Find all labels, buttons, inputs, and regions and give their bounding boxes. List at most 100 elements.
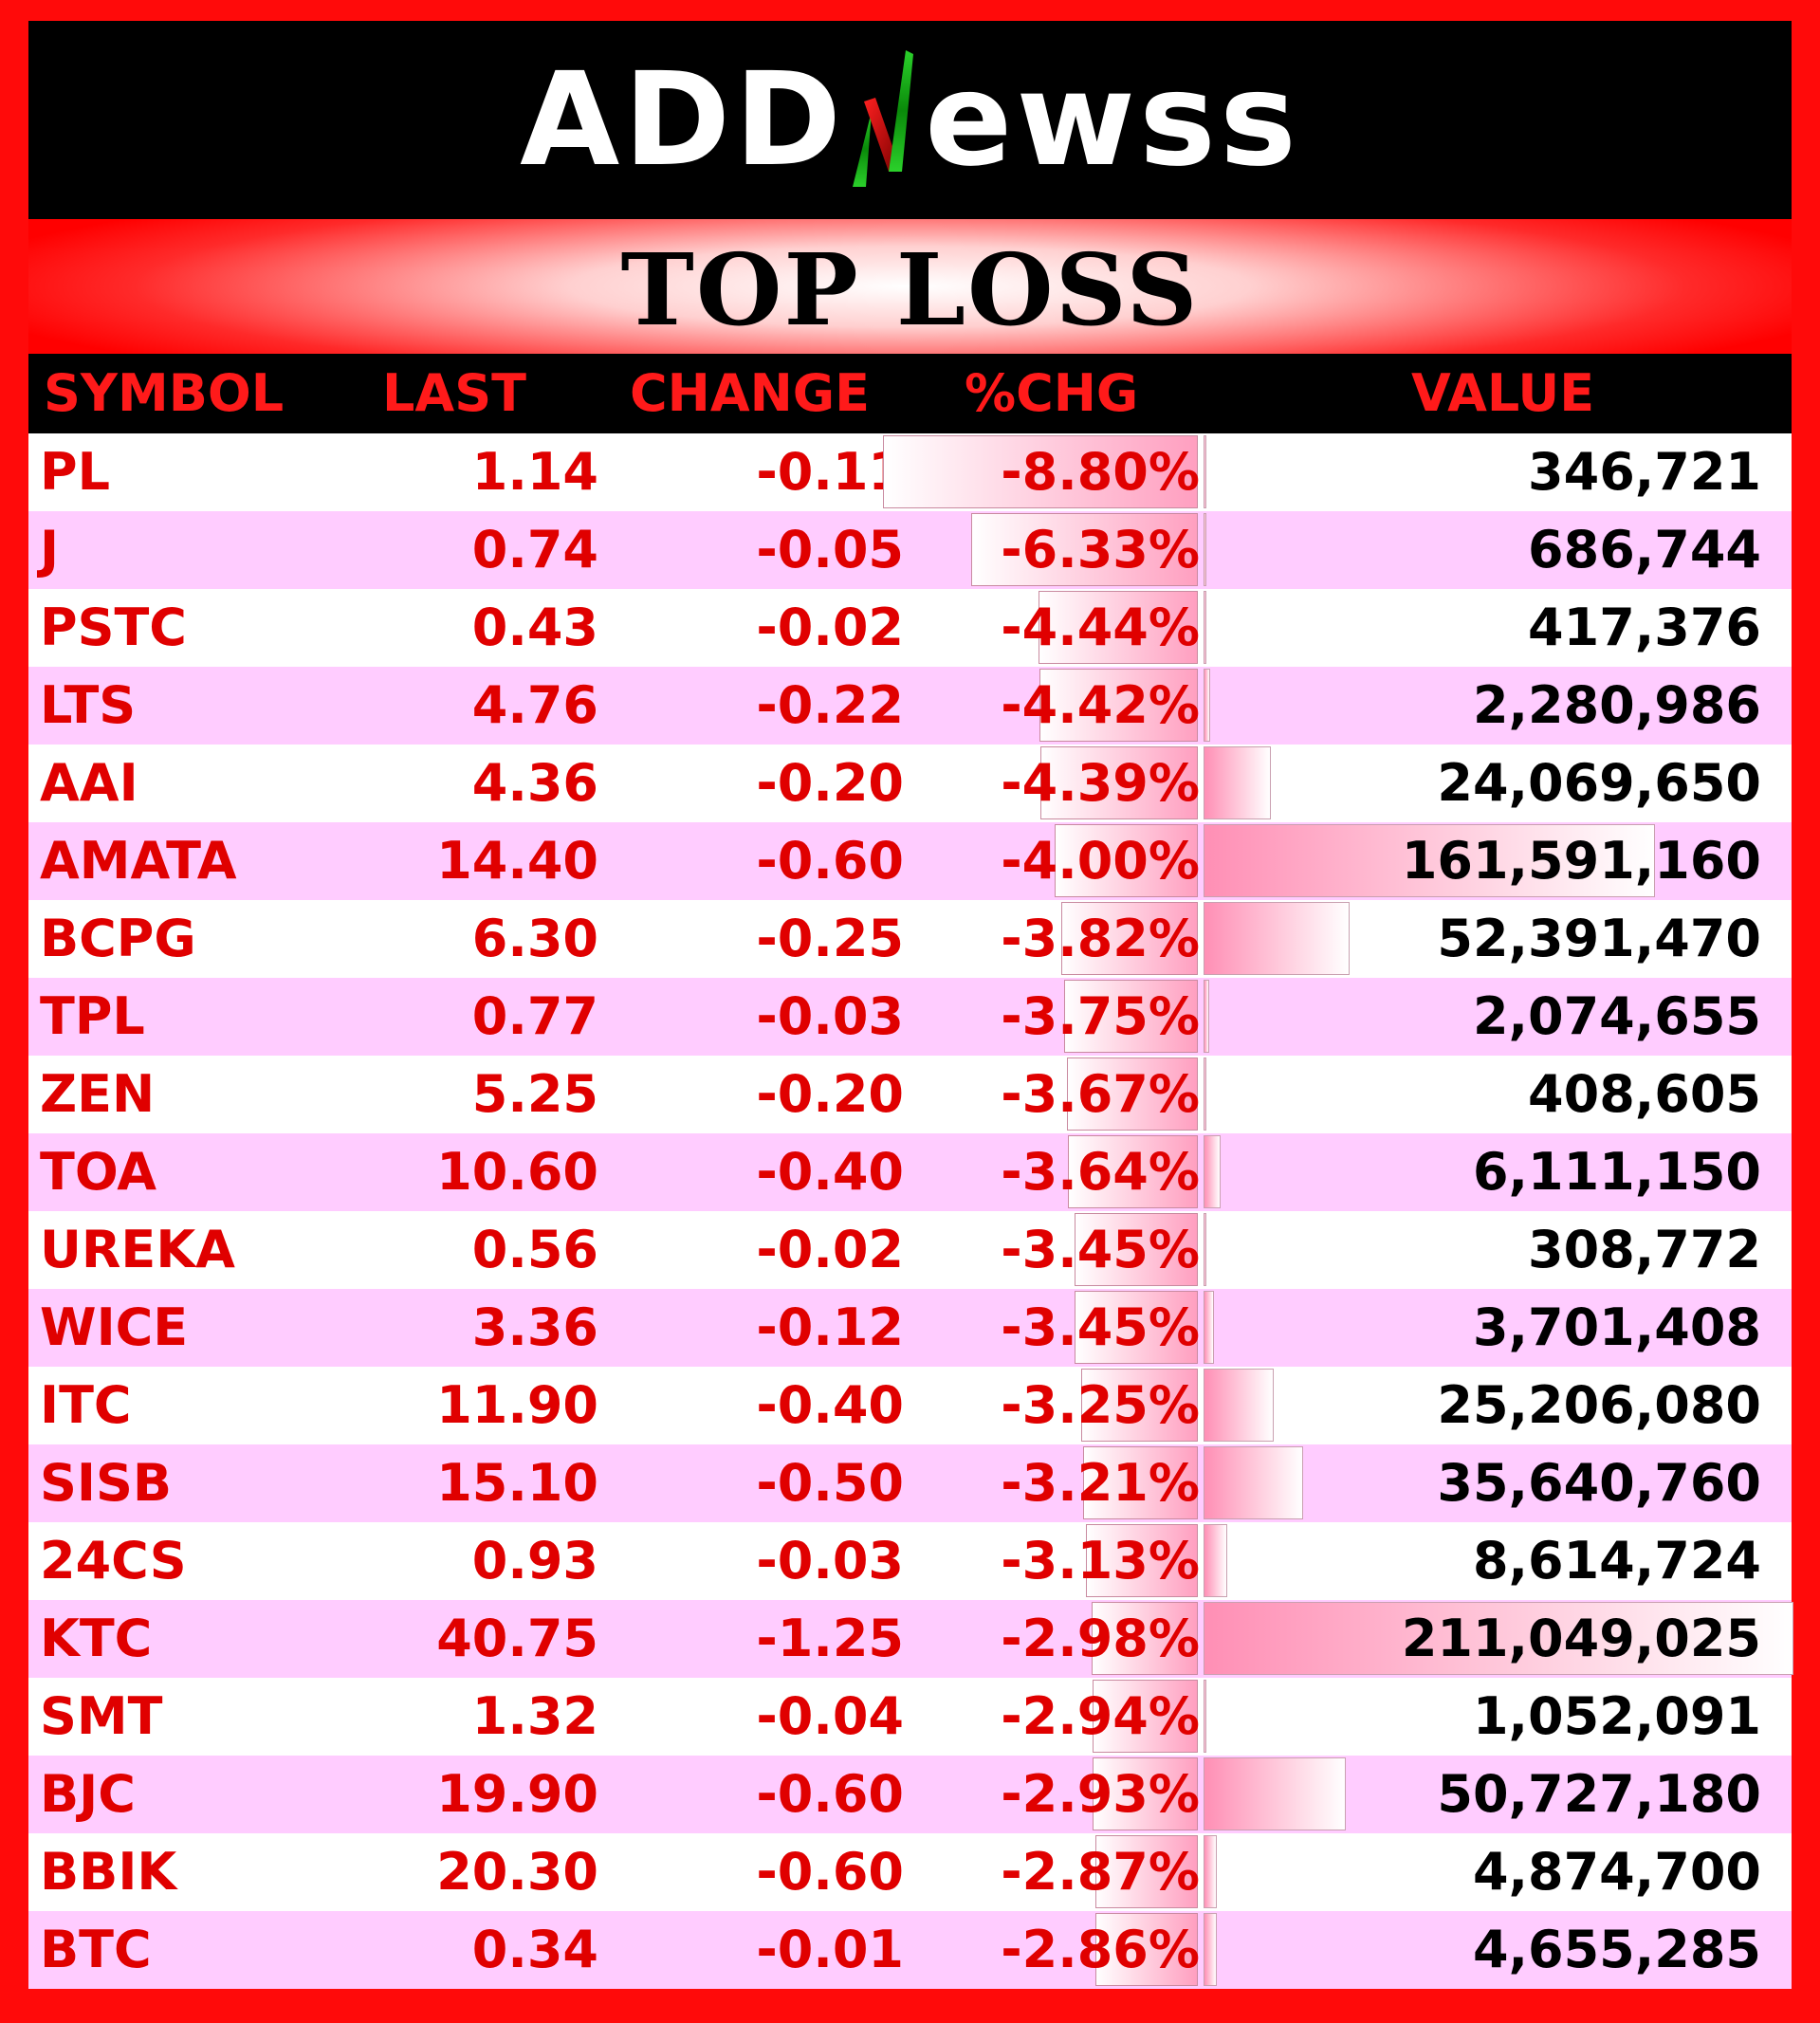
cell-pchg: -8.80%: [1001, 442, 1200, 502]
cell-value: 211,049,025: [1401, 1609, 1761, 1668]
cell-symbol: ZEN: [40, 1064, 156, 1124]
pchg-bar: [883, 435, 1198, 508]
cell-last: 40.75: [436, 1609, 598, 1668]
pchg-bar: [971, 513, 1198, 586]
table-row: AAI 4.36 -0.20 -4.39% 24,069,650: [28, 745, 1792, 822]
cell-symbol: AMATA: [40, 831, 237, 891]
cell-last: 20.30: [436, 1842, 598, 1902]
cell-symbol: 24CS: [40, 1531, 187, 1591]
cell-value: 161,591,160: [1401, 831, 1761, 891]
table-row: 24CS 0.93 -0.03 -3.13% 8,614,724: [28, 1522, 1792, 1600]
value-bar: [1204, 746, 1271, 819]
value-bar: [1204, 824, 1655, 897]
cell-symbol: TOA: [40, 1142, 157, 1202]
cell-symbol: BBIK: [40, 1842, 177, 1902]
cell-value: 4,655,285: [1472, 1920, 1761, 1979]
table-row: PL 1.14 -0.11 -8.80% 346,721: [28, 433, 1792, 511]
pchg-bar: [1095, 1913, 1198, 1986]
table-row: TPL 0.77 -0.03 -3.75% 2,074,655: [28, 978, 1792, 1056]
cell-symbol: AAI: [40, 753, 138, 813]
cell-value: 24,069,650: [1437, 753, 1761, 813]
pchg-bar: [1075, 1291, 1198, 1364]
table-row: BBIK 20.30 -0.60 -2.87% 4,874,700: [28, 1833, 1792, 1911]
pchg-bar: [1039, 669, 1198, 742]
cell-change: -0.50: [756, 1453, 904, 1513]
table-row: ZEN 5.25 -0.20 -3.67% 408,605: [28, 1056, 1792, 1133]
value-bar: [1204, 902, 1350, 975]
value-bar: [1204, 669, 1210, 742]
cell-change: -0.22: [756, 675, 904, 735]
table-body: PL 1.14 -0.11 -8.80% 346,721 J 0.74 -0.05 -6.33%…: [28, 433, 1793, 1989]
cell-value: 686,744: [1528, 520, 1761, 579]
value-bar: [1204, 980, 1209, 1053]
cell-symbol: KTC: [40, 1609, 153, 1668]
cell-change: -0.02: [756, 1220, 904, 1279]
cell-value: 25,206,080: [1437, 1375, 1761, 1435]
cell-symbol: PL: [40, 442, 110, 502]
cell-value: 308,772: [1528, 1220, 1761, 1279]
value-bar: [1204, 591, 1206, 664]
value-bar: [1204, 1369, 1274, 1442]
table-row: BTC 0.34 -0.01 -2.86% 4,655,285: [28, 1911, 1792, 1989]
cell-pchg: -2.87%: [1001, 1842, 1200, 1902]
table-row: WICE 3.36 -0.12 -3.45% 3,701,408: [28, 1289, 1792, 1367]
cell-change: -0.01: [756, 1920, 904, 1979]
cell-value: 4,874,700: [1472, 1842, 1761, 1902]
cell-change: -0.03: [756, 1531, 904, 1591]
pchg-bar: [1092, 1602, 1198, 1675]
cell-last: 0.74: [471, 520, 598, 579]
cell-last: 19.90: [436, 1764, 598, 1824]
addnewss-logo: ADD: [520, 45, 1300, 196]
cell-pchg: -4.39%: [1001, 753, 1200, 813]
pchg-bar: [1064, 980, 1198, 1053]
cell-pchg: -3.82%: [1001, 909, 1200, 968]
cell-symbol: LTS: [40, 675, 137, 735]
cell-last: 4.36: [471, 753, 598, 813]
cell-pchg: -6.33%: [1001, 520, 1200, 579]
cell-change: -0.05: [756, 520, 904, 579]
table-header: SYMBOL LAST CHANGE %CHG VALUE: [28, 354, 1792, 433]
cell-last: 0.93: [471, 1531, 598, 1591]
pchg-bar: [1075, 1213, 1198, 1286]
cell-last: 0.77: [471, 986, 598, 1046]
table-row: TOA 10.60 -0.40 -3.64% 6,111,150: [28, 1133, 1792, 1211]
cell-value: 417,376: [1528, 598, 1761, 657]
header-pchg: %CHG: [965, 363, 1139, 423]
cell-pchg: -2.94%: [1001, 1686, 1200, 1746]
cell-change: -0.02: [756, 598, 904, 657]
table-row: KTC 40.75 -1.25 -2.98% 211,049,025: [28, 1600, 1793, 1678]
value-bar: [1204, 1291, 1214, 1364]
table-row: J 0.74 -0.05 -6.33% 686,744: [28, 511, 1792, 589]
cell-last: 0.43: [471, 598, 598, 657]
pchg-bar: [1095, 1835, 1198, 1908]
cell-last: 1.14: [471, 442, 598, 502]
cell-last: 6.30: [471, 909, 598, 968]
logo-n-mark-icon: [847, 45, 923, 196]
header-last: LAST: [382, 363, 526, 423]
cell-pchg: -3.45%: [1001, 1220, 1200, 1279]
table-row: ITC 11.90 -0.40 -3.25% 25,206,080: [28, 1367, 1792, 1444]
table-row: BCPG 6.30 -0.25 -3.82% 52,391,470: [28, 900, 1792, 978]
cell-pchg: -4.44%: [1001, 598, 1200, 657]
cell-value: 1,052,091: [1472, 1686, 1761, 1746]
cell-change: -0.04: [756, 1686, 904, 1746]
cell-change: -0.25: [756, 909, 904, 968]
table-row: AMATA 14.40 -0.60 -4.00% 161,591,160: [28, 822, 1792, 900]
cell-change: -0.60: [756, 1842, 904, 1902]
cell-change: -0.60: [756, 1764, 904, 1824]
cell-change: -0.40: [756, 1142, 904, 1202]
cell-change: -0.03: [756, 986, 904, 1046]
cell-last: 14.40: [436, 831, 598, 891]
value-bar: [1204, 1135, 1221, 1208]
cell-last: 15.10: [436, 1453, 598, 1513]
cell-last: 1.32: [471, 1686, 598, 1746]
table-row: SISB 15.10 -0.50 -3.21% 35,640,760: [28, 1444, 1792, 1522]
cell-pchg: -3.21%: [1001, 1453, 1200, 1513]
cell-value: 50,727,180: [1437, 1764, 1761, 1824]
cell-change: -1.25: [756, 1609, 904, 1668]
pchg-bar: [1093, 1680, 1198, 1753]
cell-change: -0.20: [756, 753, 904, 813]
header-symbol: SYMBOL: [44, 363, 285, 423]
cell-pchg: -3.45%: [1001, 1297, 1200, 1357]
cell-last: 3.36: [471, 1297, 598, 1357]
